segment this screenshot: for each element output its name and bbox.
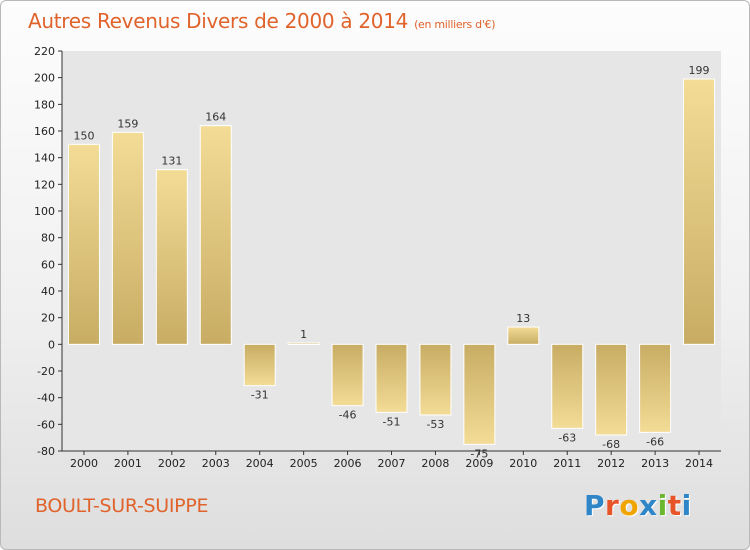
- bar: [67, 143, 100, 345]
- x-tick-label: 2002: [158, 457, 186, 470]
- x-tick-label: 2001: [114, 457, 142, 470]
- bar: [639, 343, 672, 433]
- y-tick-label: 160: [34, 125, 55, 138]
- y-tick-label: 100: [34, 205, 55, 218]
- y-tick-label: 80: [41, 232, 55, 245]
- x-tick-label: 2013: [641, 457, 669, 470]
- y-tick-label: 140: [34, 152, 55, 165]
- bar: [419, 343, 452, 416]
- data-label: -46: [339, 409, 357, 422]
- bar: [595, 343, 628, 436]
- y-tick-label: 180: [34, 98, 55, 111]
- y-tick-label: 20: [41, 312, 55, 325]
- y-tick-label: 0: [48, 338, 55, 351]
- unit-label: (en milliers d'€): [414, 18, 496, 31]
- logo-letter: P: [584, 489, 606, 522]
- bar: [155, 169, 188, 345]
- logo-letter: i: [657, 489, 668, 522]
- x-tick-label: 2010: [509, 457, 537, 470]
- data-label: 199: [689, 64, 710, 77]
- chart-title: Autres Revenus Divers de 2000 à 2014 (en …: [28, 9, 496, 33]
- data-label: -66: [646, 435, 664, 448]
- bar: [199, 125, 232, 345]
- bar: [507, 326, 540, 345]
- x-tick-label: 2006: [334, 457, 362, 470]
- bar: [551, 343, 584, 429]
- x-tick-label: 2012: [597, 457, 625, 470]
- data-label: 131: [161, 155, 182, 168]
- x-tick-label: 2008: [421, 457, 449, 470]
- x-tick-label: 2011: [553, 457, 581, 470]
- logo-letter: o: [619, 489, 640, 522]
- y-tick-label: 200: [34, 72, 55, 85]
- y-tick-label: -60: [37, 418, 55, 431]
- y-tick-label: -40: [37, 392, 55, 405]
- y-tick-label: -80: [37, 445, 55, 458]
- data-label: -51: [383, 415, 401, 428]
- data-label: -63: [558, 431, 576, 444]
- proxiti-logo: Proxiti: [584, 489, 692, 522]
- x-tick-label: 2004: [246, 457, 274, 470]
- bar: [243, 343, 276, 387]
- bar: [287, 342, 320, 345]
- x-tick-label: 2005: [290, 457, 318, 470]
- x-tick-label: 2003: [202, 457, 230, 470]
- data-label: 1: [300, 328, 307, 341]
- data-label: 150: [73, 129, 94, 142]
- data-label: -68: [602, 438, 620, 451]
- y-tick-label: -20: [37, 365, 55, 378]
- x-tick-label: 2014: [685, 457, 713, 470]
- data-label: 164: [205, 111, 226, 124]
- x-tick-label: 2007: [378, 457, 406, 470]
- logo-letter: t: [667, 489, 682, 522]
- bar: [111, 131, 144, 345]
- logo-letter: x: [639, 489, 658, 522]
- y-tick-label: 120: [34, 178, 55, 191]
- x-tick-label: 2009: [465, 457, 493, 470]
- bar: [375, 343, 408, 413]
- logo-letter: r: [605, 489, 620, 522]
- y-tick-label: 40: [41, 285, 55, 298]
- data-label: -53: [426, 418, 444, 431]
- bar: [683, 78, 716, 345]
- data-label: -31: [251, 389, 269, 402]
- y-tick-label: 60: [41, 258, 55, 271]
- bar: [463, 343, 496, 445]
- x-tick-label: 2000: [70, 457, 98, 470]
- logo-letter: i: [681, 489, 692, 522]
- city-name: BOULT-SUR-SUIPPE: [35, 495, 209, 517]
- data-label: 13: [516, 312, 530, 325]
- title-text: Autres Revenus Divers de 2000 à 2014: [28, 9, 409, 33]
- bar: [331, 343, 364, 407]
- y-tick-label: 220: [34, 45, 55, 58]
- data-label: 159: [117, 117, 138, 130]
